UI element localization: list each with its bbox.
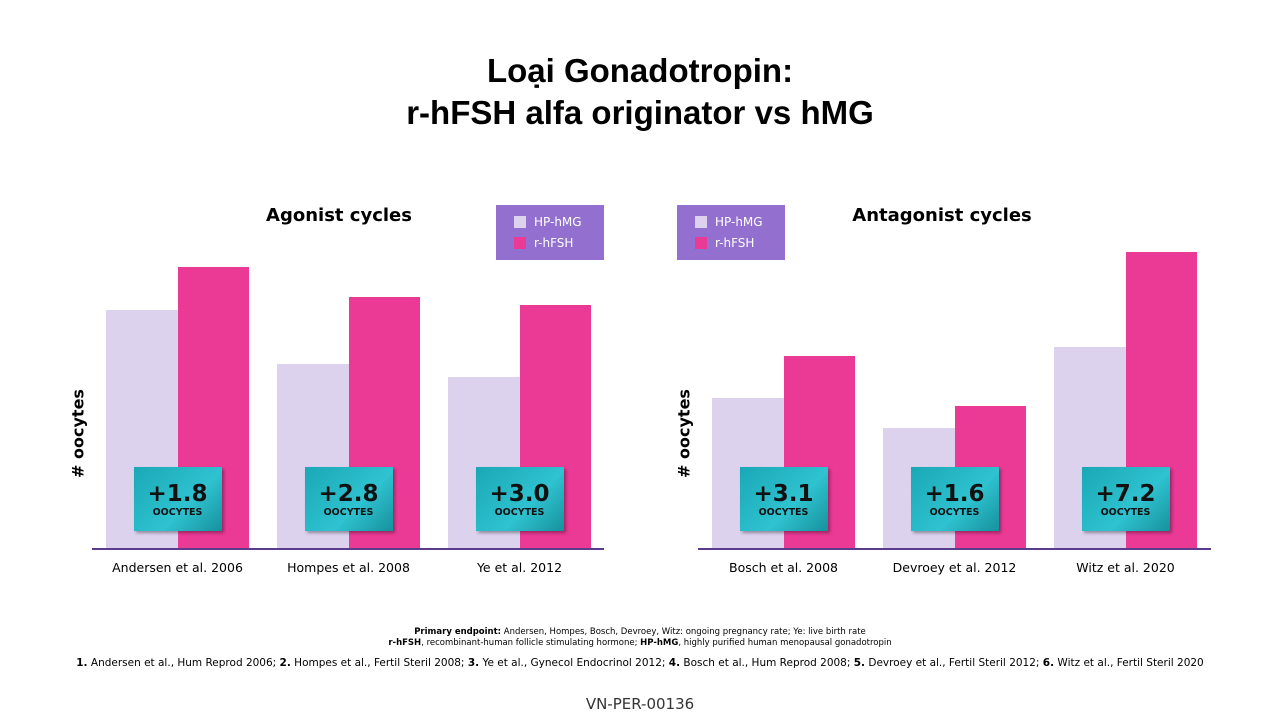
difference-value: +1.6 [924, 481, 985, 507]
ref-text: Witz et al., Fertil Steril 2020 [1054, 657, 1204, 669]
ref-num: 4. [668, 657, 681, 669]
legend-item: HP-hMG [695, 215, 763, 229]
legend-label: r-hFSH [715, 236, 755, 250]
difference-unit: OOCYTES [758, 507, 809, 518]
difference-badge: +1.6 OOCYTES [910, 467, 999, 531]
x-axis-line [92, 548, 604, 550]
primary-text: Andersen, Hompes, Bosch, Devroey, Witz: … [501, 627, 866, 637]
legend: HP-hMG r-hFSH [496, 205, 604, 260]
difference-unit: OOCYTES [1100, 507, 1151, 518]
difference-value: +3.1 [753, 481, 814, 507]
ref-num: 1. [76, 657, 88, 669]
ref-num: 6. [1042, 657, 1055, 669]
ref-num: 2. [279, 657, 291, 669]
x-tick-label: Witz et al. 2020 [1076, 560, 1175, 575]
difference-unit: OOCYTES [152, 507, 203, 518]
footnote-abbr: r-hFSH, recombinant-human follicle stimu… [0, 638, 1280, 648]
difference-unit: OOCYTES [323, 507, 374, 518]
legend: HP-hMG r-hFSH [677, 205, 785, 260]
x-tick-label: Hompes et al. 2008 [287, 560, 410, 575]
title-line-1: Loại Gonadotropin: [486, 52, 794, 89]
legend-item: r-hFSH [514, 236, 573, 250]
x-axis-line [698, 548, 1211, 550]
difference-unit: OOCYTES [494, 507, 545, 518]
difference-badge: +3.0 OOCYTES [475, 467, 564, 531]
y-axis-label: # oocytes [68, 389, 88, 478]
difference-badge: +2.8 OOCYTES [304, 467, 393, 531]
chart-title: Agonist cycles [266, 205, 412, 226]
legend-swatch [695, 216, 707, 228]
references: 1. Andersen et al., Hum Reprod 2006; 2. … [0, 657, 1280, 669]
legend-label: r-hFSH [534, 236, 574, 250]
difference-value: +7.2 [1095, 481, 1156, 507]
difference-badge: +7.2 OOCYTES [1081, 467, 1170, 531]
abbr1-text: , recombinant-human follicle stimulating… [421, 638, 641, 648]
abbr1-label: r-hFSH [388, 638, 422, 648]
difference-badge: +3.1 OOCYTES [739, 467, 828, 531]
document-code: VN-PER-00136 [585, 695, 695, 713]
ref-text: Andersen et al., Hum Reprod 2006; [87, 657, 280, 669]
difference-value: +3.0 [489, 481, 550, 507]
difference-value: +2.8 [318, 481, 379, 507]
ref-num: 5. [853, 657, 866, 669]
difference-value: +1.8 [147, 481, 208, 507]
y-axis-label: # oocytes [674, 389, 694, 478]
legend-label: HP-hMG [534, 215, 582, 229]
primary-label: Primary endpoint: [414, 627, 502, 637]
title-line-2: r-hFSH alfa originator vs hMG [406, 94, 874, 131]
abbr2-label: HP-hMG [640, 638, 679, 648]
legend-item: r-hFSH [695, 236, 754, 250]
ref-text: Hompes et al., Fertil Steril 2008; [290, 657, 468, 669]
legend-swatch [514, 237, 526, 249]
ref-text: Bosch et al., Hum Reprod 2008; [680, 657, 854, 669]
x-tick-label: Andersen et al. 2006 [112, 560, 243, 575]
x-tick-label: Bosch et al. 2008 [729, 560, 838, 575]
difference-unit: OOCYTES [929, 507, 980, 518]
ref-num: 3. [467, 657, 480, 669]
ref-text: Devroey et al., Fertil Steril 2012; [865, 657, 1043, 669]
x-tick-label: Ye et al. 2012 [476, 560, 563, 575]
chart-title: Antagonist cycles [852, 205, 1032, 226]
legend-swatch [695, 237, 707, 249]
footnote-primary: Primary endpoint: Andersen, Hompes, Bosc… [0, 627, 1280, 637]
abbr2-text: , highly purified human menopausal gonad… [678, 638, 892, 648]
ref-text: Ye et al., Gynecol Endocrinol 2012; [479, 657, 669, 669]
x-tick-label: Devroey et al. 2012 [892, 560, 1017, 575]
difference-badge: +1.8 OOCYTES [133, 467, 222, 531]
legend-swatch [514, 216, 526, 228]
legend-label: HP-hMG [715, 215, 763, 229]
legend-item: HP-hMG [514, 215, 582, 229]
slide-title: Loại Gonadotropin: r-hFSH alfa originato… [0, 50, 1280, 134]
